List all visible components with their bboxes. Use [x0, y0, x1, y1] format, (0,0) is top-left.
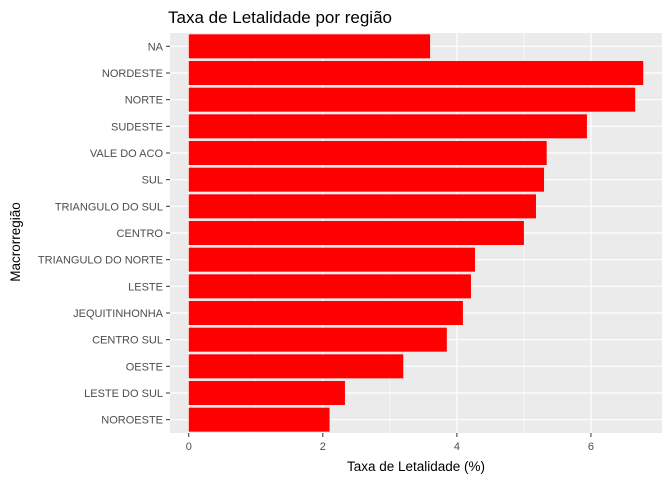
bar [188, 327, 447, 352]
y-tick-label: SUL [142, 175, 163, 187]
bar [188, 34, 431, 59]
chart-title: Taxa de Letalidade por região [168, 8, 392, 27]
bar [188, 87, 636, 112]
y-tick-label: NORDESTE [102, 68, 163, 80]
y-tick-label: LESTE [128, 281, 163, 293]
bar [188, 274, 471, 299]
y-tick-label: LESTE DO SUL [84, 388, 163, 400]
x-axis-title: Taxa de Letalidade (%) [347, 459, 485, 474]
bars [188, 34, 644, 432]
x-axis-ticks: 0 2 4 6 [186, 433, 594, 453]
x-tick-label: 0 [186, 441, 192, 453]
y-tick-label: OESTE [126, 361, 163, 373]
y-tick-label: JEQUITINHONHA [73, 308, 164, 320]
y-tick-label: TRIANGULO DO NORTE [38, 255, 163, 267]
y-tick-label: TRIANGULO DO SUL [55, 201, 163, 213]
bar [188, 61, 644, 85]
bar [188, 141, 547, 165]
bar [188, 354, 404, 379]
bar [188, 221, 524, 245]
bar [188, 247, 475, 272]
y-tick-label: SUDESTE [111, 121, 163, 133]
y-tick-label: CENTRO [117, 228, 164, 240]
bar [188, 114, 587, 139]
y-tick-label: CENTRO SUL [92, 335, 163, 347]
x-tick-label: 2 [320, 441, 326, 453]
bar [188, 194, 536, 219]
y-axis-ticks: NA NORDESTE NORTE SUDESTE VALE DO ACO SUL TRIA… [38, 41, 170, 427]
bar [188, 381, 345, 405]
y-tick-label: NA [148, 41, 164, 53]
x-tick-label: 4 [454, 441, 460, 453]
y-axis-title: Macrorregião [8, 202, 23, 282]
y-tick-label: NOROESTE [101, 415, 163, 427]
y-tick-label: NORTE [125, 95, 163, 107]
bar [188, 301, 463, 325]
bar [188, 167, 545, 192]
bar [188, 407, 330, 432]
x-tick-label: 6 [588, 441, 594, 453]
y-tick-label: VALE DO ACO [90, 148, 164, 160]
